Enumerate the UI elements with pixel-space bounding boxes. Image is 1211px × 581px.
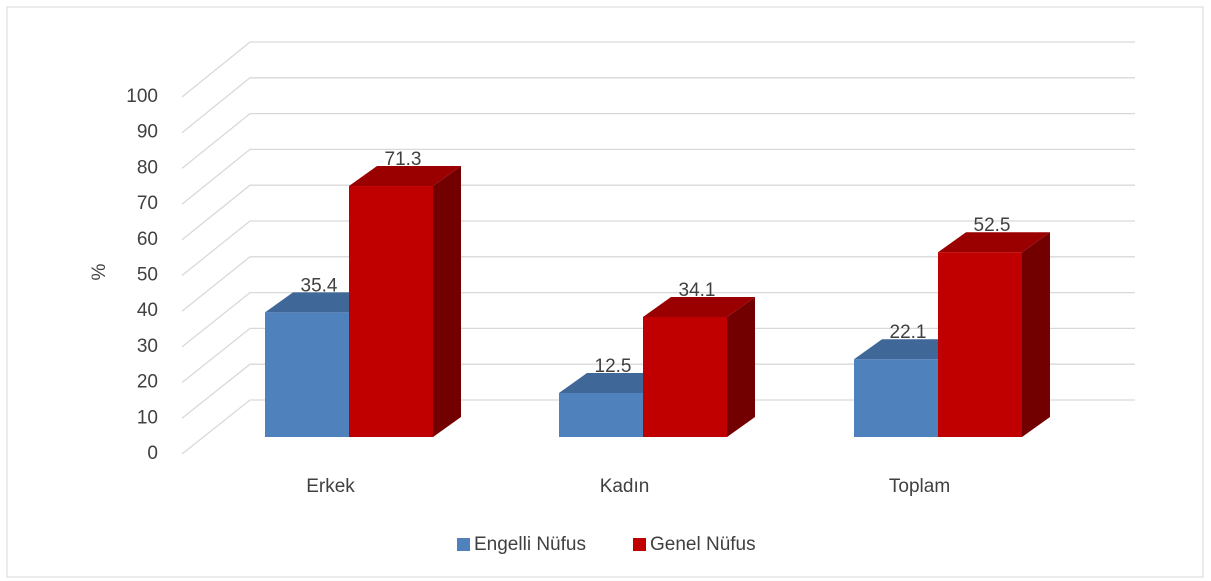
- y-tick-label: 70: [137, 193, 158, 214]
- grid-line: [181, 363, 1135, 419]
- legend-swatch: [633, 538, 646, 551]
- legend-label: Engelli Nüfus: [474, 534, 586, 555]
- data-label: 12.5: [595, 356, 632, 377]
- data-label: 22.1: [890, 322, 927, 343]
- y-tick-label: 80: [137, 157, 158, 178]
- y-tick-label: 60: [137, 229, 158, 250]
- x-tick-label: Kadın: [600, 476, 650, 497]
- y-tick-label: 30: [137, 336, 158, 357]
- bar: [854, 359, 938, 437]
- legend-swatch: [457, 538, 470, 551]
- y-tick-label: 0: [147, 443, 158, 464]
- bar: [938, 252, 1022, 437]
- data-label: 52.5: [974, 215, 1011, 236]
- grid-line: [181, 220, 1135, 277]
- data-label: 34.1: [679, 280, 716, 301]
- grid-line: [181, 148, 1135, 205]
- y-tick-label: 100: [126, 86, 158, 107]
- grid-line: [181, 291, 1135, 348]
- grid-line: [181, 41, 1135, 98]
- y-tick-label: 90: [137, 122, 158, 143]
- grid-line: [181, 399, 1135, 455]
- bar: [559, 393, 643, 437]
- bar: [643, 316, 727, 437]
- bar-side: [727, 296, 755, 437]
- x-tick-label: Toplam: [889, 476, 950, 497]
- bar-top: [349, 166, 461, 187]
- x-tick-label: Erkek: [306, 476, 355, 497]
- y-tick-label: 40: [137, 300, 158, 321]
- legend-label: Genel Nüfus: [650, 534, 756, 555]
- grid-line: [181, 112, 1135, 169]
- data-label: 71.3: [385, 149, 422, 170]
- y-tick-label: 10: [137, 407, 158, 428]
- bar-top: [938, 232, 1050, 253]
- bar: [265, 312, 349, 437]
- bar-side: [1022, 232, 1050, 437]
- grid-line: [181, 327, 1135, 384]
- bar-side: [433, 166, 461, 438]
- data-label: 35.4: [301, 275, 338, 296]
- grid-line: [181, 256, 1135, 312]
- grid-line: [181, 184, 1135, 241]
- grid-line: [181, 77, 1135, 134]
- bar: [349, 186, 433, 437]
- bar-top: [643, 296, 755, 317]
- y-tick-label: 50: [137, 265, 158, 286]
- y-tick-label: 20: [137, 372, 158, 393]
- y-axis-label: %: [89, 263, 110, 280]
